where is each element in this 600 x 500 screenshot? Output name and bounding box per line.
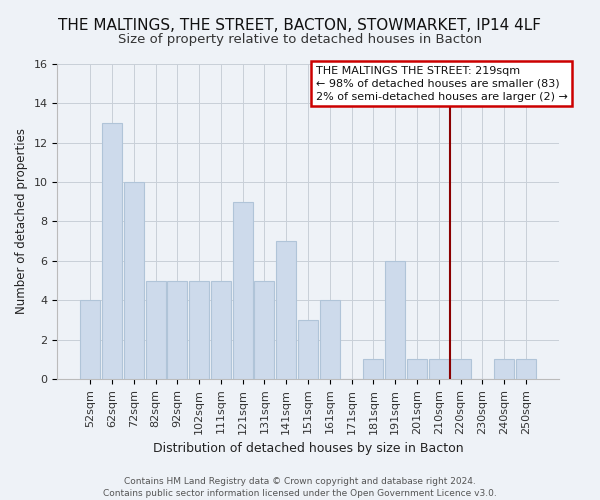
Bar — [80, 300, 100, 379]
Bar — [146, 280, 166, 379]
Y-axis label: Number of detached properties: Number of detached properties — [15, 128, 28, 314]
Bar — [516, 360, 536, 379]
Bar — [451, 360, 470, 379]
Text: Contains HM Land Registry data © Crown copyright and database right 2024.
Contai: Contains HM Land Registry data © Crown c… — [103, 476, 497, 498]
Bar — [102, 123, 122, 379]
X-axis label: Distribution of detached houses by size in Bacton: Distribution of detached houses by size … — [153, 442, 463, 455]
Bar — [189, 280, 209, 379]
Bar — [211, 280, 231, 379]
Bar — [320, 300, 340, 379]
Text: Size of property relative to detached houses in Bacton: Size of property relative to detached ho… — [118, 32, 482, 46]
Bar — [428, 360, 449, 379]
Bar — [298, 320, 318, 379]
Bar — [233, 202, 253, 379]
Bar — [407, 360, 427, 379]
Bar — [385, 261, 405, 379]
Bar — [364, 360, 383, 379]
Text: THE MALTINGS THE STREET: 219sqm
← 98% of detached houses are smaller (83)
2% of : THE MALTINGS THE STREET: 219sqm ← 98% of… — [316, 66, 568, 102]
Bar — [124, 182, 144, 379]
Bar — [254, 280, 274, 379]
Bar — [276, 241, 296, 379]
Bar — [494, 360, 514, 379]
Bar — [167, 280, 187, 379]
Text: THE MALTINGS, THE STREET, BACTON, STOWMARKET, IP14 4LF: THE MALTINGS, THE STREET, BACTON, STOWMA… — [59, 18, 542, 32]
